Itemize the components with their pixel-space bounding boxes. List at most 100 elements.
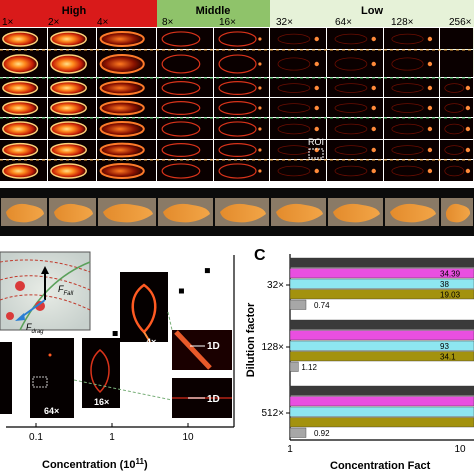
- grid-cell: [384, 160, 439, 181]
- callout-top-streak: [174, 330, 212, 370]
- grid-cell-glow: [50, 121, 87, 137]
- category-label: 32×: [267, 280, 284, 291]
- grid-cell: [440, 50, 473, 77]
- grid-cell-glow: [218, 80, 257, 95]
- grid-cell: [48, 98, 96, 117]
- grid-cell: [0, 140, 47, 159]
- grid-cell-spot: [465, 85, 471, 91]
- drag-label-sub: drag: [32, 329, 45, 335]
- bar-data-label: 0.74: [314, 301, 330, 310]
- inset-64x-bg: [30, 338, 74, 418]
- panel-c-xtick-1: 1: [287, 444, 293, 455]
- grid-cell-glow: [2, 163, 39, 179]
- grid-cell-spot: [314, 85, 319, 91]
- grid-cell-glow: [218, 121, 257, 137]
- force-label: FFall: [58, 284, 74, 297]
- grid-cell-glow: [334, 57, 368, 71]
- dilution-label-64: 64×: [335, 17, 352, 28]
- inset-16x-label: 16×: [94, 397, 109, 407]
- bar-data-label: 93: [440, 342, 449, 351]
- bar-data-label: 19.03: [440, 291, 461, 300]
- grid-cell: [97, 78, 156, 97]
- grid-cell-glow: [50, 142, 87, 158]
- grid-cell-spot: [258, 37, 262, 41]
- grid-cell: [214, 140, 269, 159]
- grid-cell: [0, 98, 47, 117]
- grid-cell-spot: [465, 126, 471, 132]
- streamline-2: [0, 275, 91, 291]
- bar: [289, 361, 299, 372]
- grid-cell-glow: [50, 163, 87, 179]
- grid-cell-spot: [258, 106, 262, 110]
- grid-cell: [384, 98, 439, 117]
- grid-cell: [48, 118, 96, 139]
- dilution-label-128: 128×: [391, 17, 414, 28]
- panel-c-label: C: [254, 247, 266, 264]
- grid-cell: [157, 118, 213, 139]
- grid-cell-bg: [384, 140, 439, 159]
- grid-cell-glow: [277, 83, 311, 93]
- callout-connector-2: [73, 379, 173, 401]
- grid-cell-glow: [277, 165, 311, 177]
- scatter-point: [178, 288, 184, 294]
- grid-cell-glow: [218, 54, 257, 74]
- grid-cell-glow: [99, 80, 145, 96]
- grid-cell-glow: [334, 33, 368, 45]
- grid-cell: [270, 78, 326, 97]
- grid-cell-bg: [440, 28, 473, 49]
- scatter-point: [112, 331, 118, 336]
- grid-cell-bg: [440, 98, 473, 117]
- inset-edge-image: [0, 342, 12, 414]
- bar: [289, 396, 474, 407]
- grid-cell: [440, 78, 473, 97]
- grid-cell-spot: [314, 126, 319, 132]
- grid-cell: [0, 118, 47, 139]
- callout-bottom: 1D: [172, 378, 232, 418]
- gel-cell: [49, 198, 96, 226]
- grid-cell: [157, 160, 213, 181]
- bar-data-label: 34.39: [440, 270, 461, 279]
- bar: [289, 351, 474, 362]
- grid-cell: [327, 118, 383, 139]
- grid-cell: [214, 50, 269, 77]
- grid-cell-glow: [277, 57, 311, 71]
- grid-cell-glow: [444, 123, 465, 135]
- grid-cell: [97, 98, 156, 117]
- grid-cell-glow: [391, 57, 424, 71]
- grid-cell-glow: [444, 103, 465, 113]
- grid-cell: [157, 50, 213, 77]
- bar-data-label: 1.12: [301, 363, 317, 372]
- grid-cell-glow: [391, 103, 424, 113]
- grid-cell-spot: [258, 86, 262, 90]
- grid-cell: [440, 140, 473, 159]
- grid-cell-glow: [2, 31, 39, 47]
- grid-cell: [384, 118, 439, 139]
- grid-cell-glow: [161, 80, 201, 95]
- bar: [289, 330, 474, 341]
- grid-cell-bg: [440, 160, 473, 181]
- grid-cell: [327, 78, 383, 97]
- grid-cell-spot: [371, 168, 376, 174]
- grid-cell-glow: [391, 33, 424, 45]
- drag-label: Fdrag: [26, 322, 44, 335]
- grid-cell-glow: [50, 31, 87, 47]
- grid-cell-glow: [391, 123, 424, 135]
- grid-cell-bg: [327, 28, 383, 49]
- grid-cell: [270, 160, 326, 181]
- particle-red-2: [35, 301, 45, 311]
- gel-shape: [390, 203, 436, 223]
- inset-64x-label: 64×: [44, 406, 59, 416]
- grid-cell-glow: [334, 83, 368, 93]
- grid-cell-spot: [427, 85, 433, 91]
- grid-cell: [270, 50, 326, 77]
- grid-cell: [48, 28, 96, 49]
- force-arrowhead-up: [41, 266, 49, 274]
- bar: [289, 406, 474, 417]
- grid-cell-glow: [161, 100, 201, 115]
- category-label: 128×: [261, 342, 284, 353]
- grid-cell: [157, 98, 213, 117]
- grid-cell: [0, 50, 47, 77]
- callout-top: 1D: [172, 330, 232, 370]
- grid-cell-glow: [277, 103, 311, 113]
